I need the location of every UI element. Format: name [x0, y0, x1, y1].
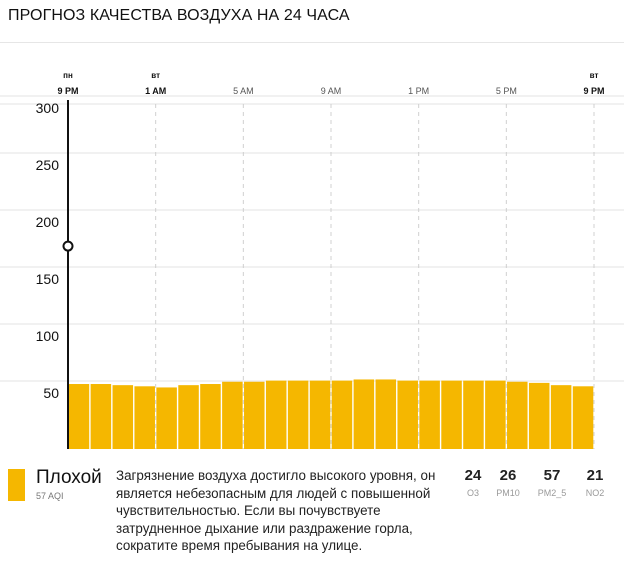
pollutant-no2: 21 NO2 [580, 467, 610, 498]
chart-bar [463, 380, 484, 449]
title-divider [0, 42, 624, 43]
chart-bar [397, 380, 418, 449]
aqi-value: 57 AQI [36, 491, 64, 501]
current-value-marker [62, 240, 74, 252]
pollutant-value: 26 [499, 467, 517, 484]
y-tick-label: 150 [36, 271, 60, 287]
pollutant-value: 24 [464, 467, 482, 484]
pollutant-value: 57 [543, 467, 561, 484]
chart-bar [331, 380, 353, 449]
x-tick-label: 5 AM [233, 86, 254, 96]
chart-bar [200, 384, 221, 449]
y-tick-label: 300 [36, 100, 60, 116]
x-tick-label: 9 PM [57, 86, 78, 96]
chart-bar [375, 379, 397, 449]
chart-bar [572, 386, 594, 449]
x-tick-day-label: пн [63, 71, 73, 80]
chart-bar [265, 380, 287, 449]
y-tick-label: 50 [43, 385, 59, 401]
chart-bar [287, 380, 309, 449]
chart-bar [550, 385, 572, 449]
pollutant-name: O3 [466, 488, 479, 498]
pollutant-pm10: 26 PM10 [490, 467, 526, 498]
chart-bar [222, 381, 243, 449]
x-tick-label: 9 AM [321, 86, 342, 96]
chart-bar [134, 386, 155, 449]
chart-bar [441, 380, 462, 449]
x-tick-label: 9 PM [583, 86, 604, 96]
aqi-forecast-chart: пн 9 PM вт 1 AM 5 AM 9 AM 1 PM 5 PM вт 9 PM 50 100… [0, 71, 624, 449]
aqi-category-swatch [8, 469, 25, 501]
x-tick-day-label: вт [590, 71, 599, 80]
pollutant-value: 21 [586, 467, 604, 484]
y-tick-label: 200 [36, 214, 60, 230]
pollutant-name: PM2_5 [537, 488, 567, 498]
chart-bar [156, 387, 177, 449]
chart-bar [528, 382, 550, 449]
y-tick-label: 100 [36, 328, 60, 344]
x-tick-label: 5 PM [496, 86, 517, 96]
chart-bar [112, 385, 134, 449]
chart-bar [309, 380, 331, 449]
chart-bar [90, 384, 112, 449]
x-tick-day-label: вт [151, 71, 160, 80]
chart-bar [485, 380, 506, 449]
x-tick-label: 1 AM [145, 86, 166, 96]
chart-bar [68, 384, 90, 449]
pollutant-o3: 24 O3 [458, 467, 488, 498]
aqi-category-label: Плохой [36, 467, 102, 488]
chart-bar [353, 379, 375, 449]
chart-bar [507, 381, 528, 449]
chart-bar [178, 385, 199, 449]
chart-bar [244, 381, 265, 449]
chart-bar [419, 380, 440, 449]
y-tick-label: 250 [36, 157, 60, 173]
pollutant-name: NO2 [585, 488, 605, 498]
x-tick-label: 1 PM [408, 86, 429, 96]
pollutant-name: PM10 [496, 488, 520, 498]
page-title: ПРОГНОЗ КАЧЕСТВА ВОЗДУХА НА 24 ЧАСА [8, 7, 350, 24]
pollutant-pm25: 57 PM2_5 [532, 467, 572, 498]
aqi-description: Загрязнение воздуха достигло высокого ур… [116, 468, 436, 553]
